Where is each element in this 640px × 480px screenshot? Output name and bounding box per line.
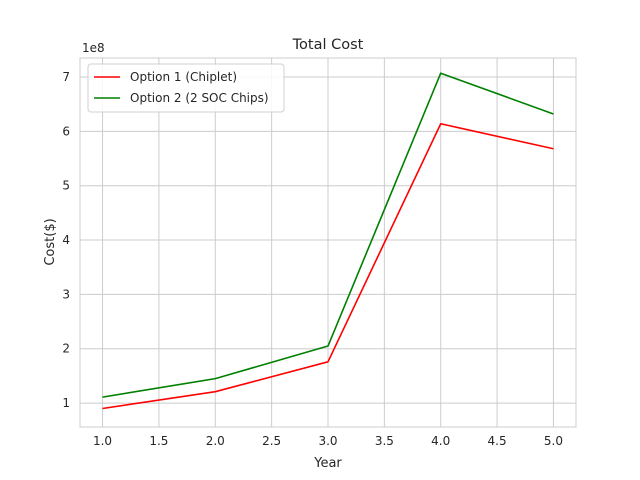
x-tick-label: 2.0 (206, 434, 225, 448)
x-tick-label: 3.0 (318, 434, 337, 448)
y-gridlines (80, 76, 576, 404)
y-tick-label: 1 (62, 396, 70, 410)
x-axis-label: Year (313, 456, 342, 471)
x-tick-label: 1.0 (93, 434, 112, 448)
series-line-option-1 (102, 122, 554, 410)
legend-box (87, 63, 285, 113)
x-tick-label: 4.0 (431, 434, 450, 448)
y-tick-labels: 1 2 3 4 5 6 7 (62, 70, 70, 410)
y-tick-label: 4 (62, 233, 70, 247)
y-offset-text: 1e8 (82, 41, 105, 55)
x-tick-label: 1.5 (149, 434, 168, 448)
y-tick-label: 6 (62, 124, 70, 138)
x-tick-labels: 1.0 1.5 2.0 2.5 3.0 3.5 4.0 4.5 5.0 (93, 434, 563, 448)
y-tick-label: 2 (62, 342, 70, 356)
series-line-option-2 (102, 72, 554, 398)
y-tick-label: 3 (62, 287, 70, 301)
chart-title: Total Cost (292, 37, 364, 53)
x-tick-label: 5.0 (544, 434, 563, 448)
y-tick-label: 5 (62, 179, 70, 193)
y-tick-label: 7 (62, 70, 70, 84)
series-lines (102, 72, 554, 410)
x-tick-label: 2.5 (262, 434, 281, 448)
y-axis-label: Cost($) (43, 218, 58, 265)
legend-label-option-2: Option 2 (2 SOC Chips) (130, 91, 269, 105)
x-tick-label: 4.5 (488, 434, 507, 448)
legend-label-option-1: Option 1 (Chiplet) (130, 70, 237, 84)
legend: Option 1 (Chiplet) Option 2 (2 SOC Chips) (87, 63, 285, 113)
x-tick-label: 3.5 (375, 434, 394, 448)
